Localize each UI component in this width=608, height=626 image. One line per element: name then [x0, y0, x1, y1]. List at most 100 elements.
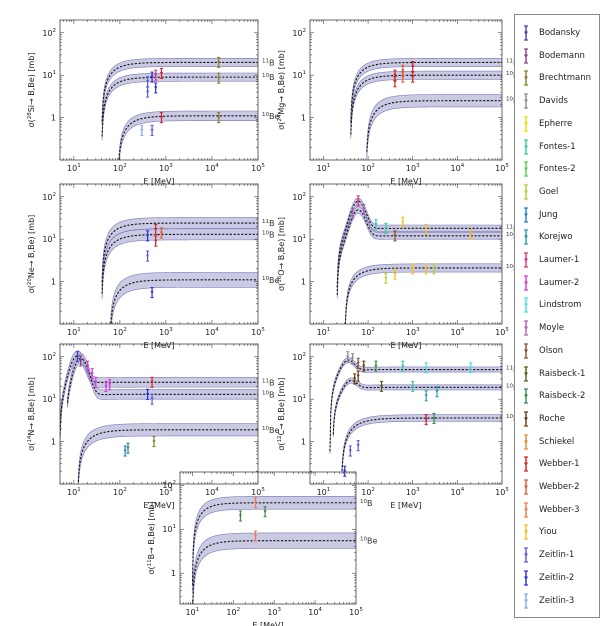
model-curve — [191, 502, 356, 586]
legend-item: Zeitlin-2 — [521, 568, 574, 588]
legend-label: Jung — [539, 209, 558, 220]
plot-frame — [309, 343, 503, 485]
data-point — [108, 379, 112, 391]
data-point — [374, 219, 378, 231]
model-curve — [336, 200, 502, 288]
legend-label: Lindstrom — [539, 300, 582, 311]
legend-item: Fontes-1 — [521, 137, 576, 157]
model-curve — [66, 357, 258, 403]
x-tick-label: 101 — [317, 487, 331, 497]
data-point — [469, 362, 473, 374]
data-point — [384, 222, 388, 234]
data-point — [401, 360, 405, 372]
uncertainty-band — [329, 357, 502, 454]
data-point — [146, 230, 150, 242]
x-tick-label: 102 — [361, 163, 375, 173]
error-bar-icon — [524, 93, 528, 109]
data-point — [150, 376, 154, 388]
legend-item: Zeitlin-1 — [521, 545, 574, 565]
x-tick-label: 104 — [451, 487, 465, 497]
y-tick-label: 101 — [292, 234, 306, 244]
error-bar-icon — [524, 70, 528, 86]
y-tick-label: 102 — [42, 28, 56, 38]
data-point — [159, 67, 164, 79]
data-point — [146, 250, 150, 262]
uncertainty-band — [336, 206, 502, 299]
legend-item: Fontes-2 — [521, 159, 576, 179]
error-bar-icon — [524, 229, 528, 245]
legend-item: Webber-1 — [521, 454, 580, 474]
data-point — [123, 445, 127, 457]
data-point — [217, 72, 221, 84]
model-curve — [101, 76, 258, 137]
y-tick-label: 102 — [292, 192, 306, 202]
legend-label: Laumer-2 — [539, 277, 580, 288]
error-bar-icon — [524, 116, 528, 132]
series-label: 11B — [262, 219, 275, 228]
x-tick-label: 101 — [317, 327, 331, 337]
x-tick-label: 101 — [67, 163, 81, 173]
data-point — [374, 360, 378, 372]
data-point — [263, 506, 267, 518]
data-point — [424, 263, 428, 275]
chart-panel: 101 102 103 104 105 1 101 102 E [MeV] σ(24Mg→ B,B… — [277, 19, 523, 186]
chart-panel: 101 102 103 104 105 1 101 102 E [MeV] σ(28Si→ B,B… — [27, 19, 279, 186]
x-tick-label: 104 — [205, 327, 219, 337]
legend-label: Raisbeck-2 — [539, 391, 586, 402]
x-tick-label: 103 — [406, 163, 420, 173]
y-tick-label: 101 — [292, 394, 306, 404]
y-tick-label: 101 — [42, 70, 56, 80]
legend-label: Zeitlin-3 — [539, 595, 575, 606]
error-bar-icon — [524, 592, 528, 609]
data-point — [346, 351, 350, 363]
model-curve — [77, 429, 258, 484]
error-bar-icon — [524, 25, 528, 41]
error-bar-icon — [524, 365, 528, 382]
data-point — [150, 393, 154, 405]
x-tick-label: 101 — [67, 487, 81, 497]
data-point — [150, 124, 154, 136]
y-tick-label: 1 — [171, 569, 176, 578]
x-tick-label: 105 — [251, 487, 265, 497]
x-axis-label: E [MeV] — [143, 501, 174, 510]
data-point — [411, 71, 415, 83]
data-point — [432, 263, 436, 275]
legend-label: Webber-1 — [539, 459, 580, 470]
data-point — [75, 351, 80, 363]
series-label: 10B — [262, 390, 275, 399]
legend-item: Jung — [521, 205, 558, 225]
error-bar-icon — [524, 184, 528, 200]
data-point — [154, 82, 158, 94]
series-label: 10Be — [262, 426, 279, 435]
legend-label: Bodansky — [539, 28, 581, 38]
legend-item: Davids — [521, 91, 568, 111]
model-curve — [101, 233, 258, 294]
x-tick-label: 102 — [113, 327, 127, 337]
y-tick-label: 101 — [42, 394, 56, 404]
data-point — [362, 360, 366, 372]
y-tick-label: 102 — [42, 352, 56, 362]
series-label: 11B — [262, 378, 275, 387]
x-tick-label: 105 — [495, 327, 509, 337]
data-point — [343, 465, 347, 477]
model-curve — [118, 115, 258, 160]
data-point — [424, 362, 428, 374]
legend-item: Epherre — [521, 114, 572, 134]
uncertainty-band — [344, 263, 502, 324]
error-bar-icon — [524, 275, 528, 291]
data-point — [150, 287, 154, 299]
error-bar-icon — [524, 252, 528, 268]
model-curve — [341, 417, 502, 471]
x-tick-label: 101 — [185, 607, 199, 617]
model-curve — [332, 379, 502, 435]
uncertainty-band — [110, 272, 258, 324]
x-tick-label: 104 — [205, 163, 219, 173]
legend-item: Raisbeck-1 — [521, 364, 585, 384]
y-tick-label: 101 — [162, 524, 176, 534]
legend-item: Brechtmann — [521, 68, 591, 88]
legend-label: Laumer-1 — [539, 255, 580, 265]
error-bar-icon — [524, 320, 528, 336]
data-point — [150, 71, 154, 83]
chart-panel: 101 102 103 104 105 1 101 102 E [MeV] σ(12C→ B,Be… — [277, 343, 523, 510]
